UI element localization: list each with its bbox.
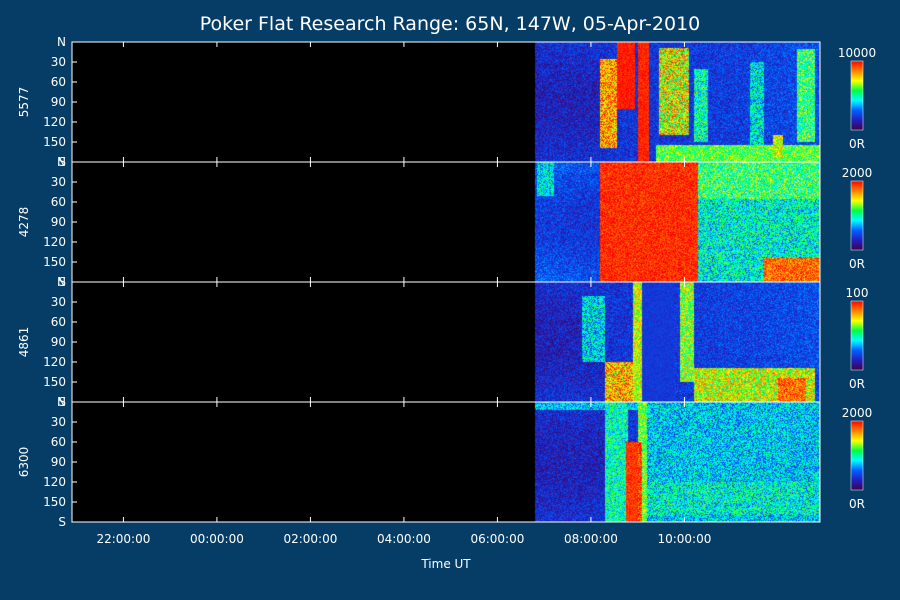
y-tick-label: 60 bbox=[51, 435, 66, 449]
keogram-image-6300 bbox=[72, 402, 820, 522]
colorbar-min-label: 0R bbox=[849, 377, 865, 391]
colorbar bbox=[850, 60, 864, 131]
colorbar-min-label: 0R bbox=[849, 497, 865, 511]
y-tick-label: 60 bbox=[51, 195, 66, 209]
y-tick-label: N bbox=[57, 155, 66, 169]
x-tick-label: 04:00:00 bbox=[377, 532, 431, 546]
colorbar-max-label: 10000 bbox=[838, 46, 876, 60]
y-tick-label: N bbox=[57, 35, 66, 49]
y-tick-label: 120 bbox=[43, 355, 66, 369]
y-tick-label: 30 bbox=[51, 55, 66, 69]
y-tick-label: S bbox=[58, 155, 66, 169]
x-tick-label: 02:00:00 bbox=[283, 532, 337, 546]
y-tick-label: 30 bbox=[51, 415, 66, 429]
x-tick-label: 22:00:00 bbox=[96, 532, 150, 546]
y-tick-label: 30 bbox=[51, 295, 66, 309]
x-tick-label: 08:00:00 bbox=[564, 532, 618, 546]
panel-ylabel: 6300 bbox=[17, 447, 31, 478]
keogram-image-4861 bbox=[72, 282, 820, 402]
y-tick-label: 90 bbox=[51, 455, 66, 469]
panel-ylabel: 4278 bbox=[17, 207, 31, 238]
colorbar bbox=[850, 300, 864, 371]
panel-6300: N 30 60 90 120 150 S 6300 2000 0R bbox=[17, 395, 873, 529]
panel-5577: N 30 60 90 120 150 S 5577 10000 0R bbox=[17, 35, 876, 169]
colorbar bbox=[850, 180, 864, 251]
y-tick-label: S bbox=[58, 275, 66, 289]
x-tick-label: 00:00:00 bbox=[190, 532, 244, 546]
y-tick-label: 150 bbox=[43, 255, 66, 269]
colorbar-min-label: 0R bbox=[849, 137, 865, 151]
y-tick-label: 90 bbox=[51, 335, 66, 349]
y-tick-label: 90 bbox=[51, 95, 66, 109]
y-tick-label: 120 bbox=[43, 235, 66, 249]
y-tick-label: 90 bbox=[51, 215, 66, 229]
x-axis-title: Time UT bbox=[420, 557, 471, 571]
x-tick-label: 10:00:00 bbox=[657, 532, 711, 546]
y-tick-label: 120 bbox=[43, 115, 66, 129]
colorbar-max-label: 2000 bbox=[842, 406, 873, 420]
panel-ylabel: 4861 bbox=[17, 327, 31, 358]
panel-ylabel: 5577 bbox=[17, 87, 31, 118]
y-tick-label: S bbox=[58, 515, 66, 529]
colorbar-min-label: 0R bbox=[849, 257, 865, 271]
y-tick-label: N bbox=[57, 395, 66, 409]
y-tick-label: 30 bbox=[51, 175, 66, 189]
keogram-panels: N 30 60 90 120 150 S 5577 10000 0R N 30 60 90 120 150 S 4… bbox=[17, 35, 876, 529]
chart-title: Poker Flat Research Range: 65N, 147W, 05… bbox=[200, 13, 701, 35]
y-tick-label: 60 bbox=[51, 315, 66, 329]
keogram-image-4278 bbox=[72, 162, 820, 282]
y-tick-label: 120 bbox=[43, 475, 66, 489]
y-tick-label: N bbox=[57, 275, 66, 289]
colorbar-max-label: 2000 bbox=[842, 166, 873, 180]
y-tick-label: 150 bbox=[43, 495, 66, 509]
x-tick-label: 06:00:00 bbox=[470, 532, 524, 546]
panel-4861: N 30 60 90 120 150 S 4861 100 0R bbox=[17, 275, 869, 409]
colorbar-max-label: 100 bbox=[846, 286, 869, 300]
colorbar bbox=[850, 420, 864, 491]
panel-4278: N 30 60 90 120 150 S 4278 2000 0R bbox=[17, 155, 873, 289]
y-tick-label: 150 bbox=[43, 375, 66, 389]
y-tick-label: 60 bbox=[51, 75, 66, 89]
y-tick-label: S bbox=[58, 395, 66, 409]
keogram-image-5577 bbox=[72, 42, 820, 162]
y-tick-label: 150 bbox=[43, 135, 66, 149]
x-axis: 22:00:00 00:00:00 02:00:00 04:00:00 06:00:00… bbox=[96, 532, 711, 546]
